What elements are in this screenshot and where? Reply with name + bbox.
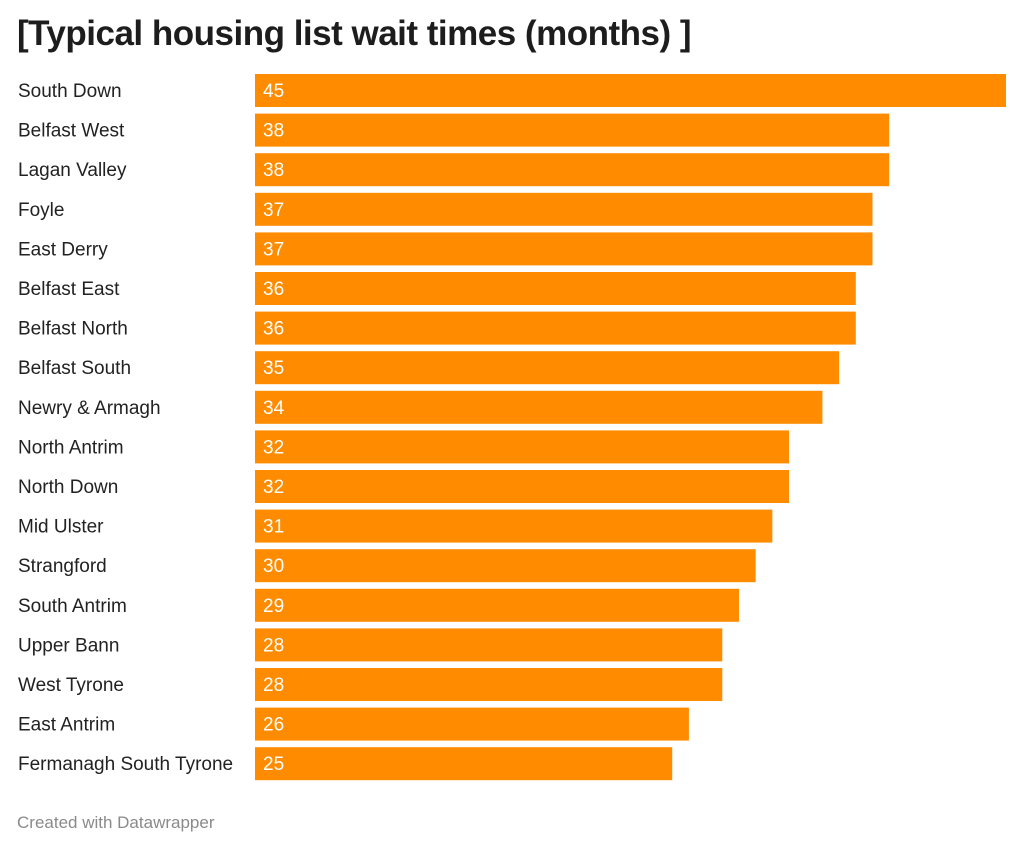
bar[interactable] bbox=[255, 588, 739, 622]
category-label: East Derry bbox=[18, 239, 108, 260]
category-label: South Antrim bbox=[18, 596, 127, 617]
category-label: Strangford bbox=[18, 556, 107, 577]
value-label: 25 bbox=[263, 754, 284, 775]
value-label: 36 bbox=[263, 279, 284, 300]
chart-title: [Typical housing list wait times (months… bbox=[17, 14, 692, 53]
category-label: Foyle bbox=[18, 200, 64, 221]
value-label: 38 bbox=[263, 160, 284, 181]
bar[interactable] bbox=[255, 747, 673, 781]
value-label: 28 bbox=[263, 635, 284, 656]
value-label: 32 bbox=[263, 477, 284, 498]
bar[interactable] bbox=[255, 628, 723, 662]
bar[interactable] bbox=[255, 74, 1006, 107]
bar[interactable] bbox=[255, 113, 890, 147]
bar[interactable] bbox=[255, 311, 856, 345]
value-label: 38 bbox=[263, 121, 284, 142]
bar[interactable] bbox=[255, 232, 873, 266]
category-label: North Antrim bbox=[18, 437, 124, 458]
value-label: 26 bbox=[263, 715, 284, 736]
category-label: North Down bbox=[18, 477, 118, 498]
category-label: West Tyrone bbox=[18, 675, 124, 696]
category-label: South Down bbox=[18, 81, 122, 102]
category-label: Newry & Armagh bbox=[18, 398, 161, 419]
bar[interactable] bbox=[255, 153, 890, 187]
category-label: Upper Bann bbox=[18, 635, 119, 656]
category-label: East Antrim bbox=[18, 715, 115, 736]
bar[interactable] bbox=[255, 549, 756, 583]
bar[interactable] bbox=[255, 272, 856, 305]
bar[interactable] bbox=[255, 192, 873, 226]
category-label: Belfast East bbox=[18, 279, 120, 300]
category-label: Belfast South bbox=[18, 358, 131, 379]
value-label: 45 bbox=[263, 81, 284, 102]
category-label: Fermanagh South Tyrone bbox=[18, 754, 233, 775]
bar[interactable] bbox=[255, 509, 773, 543]
bar[interactable] bbox=[255, 430, 790, 464]
bar[interactable] bbox=[255, 668, 723, 701]
bar[interactable] bbox=[255, 390, 823, 424]
value-label: 37 bbox=[263, 200, 284, 221]
value-label: 31 bbox=[263, 517, 284, 538]
value-label: 34 bbox=[263, 398, 285, 419]
category-label: Lagan Valley bbox=[18, 160, 127, 181]
bar[interactable] bbox=[255, 707, 689, 741]
bar[interactable] bbox=[255, 351, 840, 385]
footer-credit[interactable]: Created with Datawrapper bbox=[17, 813, 215, 832]
value-label: 35 bbox=[263, 358, 284, 379]
value-label: 32 bbox=[263, 437, 284, 458]
value-label: 36 bbox=[263, 319, 284, 340]
value-label: 30 bbox=[263, 556, 284, 577]
category-label: Belfast West bbox=[18, 121, 125, 142]
category-label: Mid Ulster bbox=[18, 517, 104, 538]
value-label: 29 bbox=[263, 596, 284, 617]
bar-chart: South Down 45 Belfast West 38 Lagan Valley 38… bbox=[18, 74, 1006, 781]
bar[interactable] bbox=[255, 470, 790, 503]
category-label: Belfast North bbox=[18, 319, 128, 340]
value-label: 28 bbox=[263, 675, 284, 696]
value-label: 37 bbox=[263, 239, 284, 260]
